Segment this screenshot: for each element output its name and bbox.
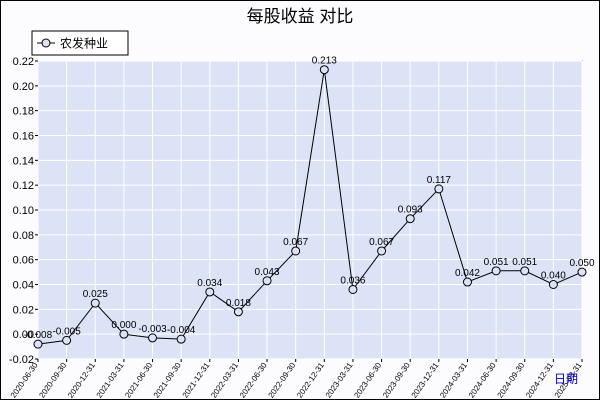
data-point: [577, 267, 587, 277]
y-tick-label: 0.02: [13, 304, 34, 316]
y-tick-label: 0.20: [13, 81, 34, 93]
data-point: [319, 65, 329, 75]
data-point: [176, 334, 186, 344]
data-point: [148, 333, 158, 343]
data-label: 0.051: [512, 257, 537, 268]
data-label: 0.042: [455, 268, 480, 279]
data-label: -0.005: [52, 326, 81, 337]
data-point: [90, 298, 100, 308]
y-tick-label: 0.10: [13, 205, 34, 217]
x-tick-label: 2020-12-31: [66, 361, 97, 400]
x-tick-label: 2024-09-30: [496, 361, 527, 400]
x-tick-label: 2023-12-31: [410, 361, 441, 400]
x-axis: 2020-06-302020-09-302020-12-312021-03-31…: [9, 359, 584, 400]
x-tick-label: 2023-09-30: [381, 361, 412, 400]
data-point: [205, 287, 215, 297]
x-tick-label: 2021-12-31: [181, 361, 212, 400]
data-label: 0.034: [197, 278, 222, 289]
data-label: 0.067: [369, 237, 394, 248]
data-label: 0.213: [312, 56, 337, 67]
y-axis: -0.02 0.00 0.02 0.04 0.06 0.08 0.10 0.12 0.14 0.1…: [9, 56, 38, 366]
x-tick-label: 2021-09-30: [152, 361, 183, 400]
data-point: [262, 276, 272, 286]
data-label: 0.000: [111, 320, 136, 331]
x-tick-label: 2022-09-30: [266, 361, 297, 400]
data-label: 0.018: [226, 298, 251, 309]
y-tick-label: 0.08: [13, 230, 34, 242]
series-line-group: [37, 69, 583, 345]
data-points: [33, 65, 587, 349]
x-tick-label: 2024-12-31: [524, 361, 555, 400]
y-tick-label: 0.18: [13, 106, 34, 118]
x-tick-label: 2023-03-31: [324, 361, 355, 400]
y-tick-label: 0.00: [13, 329, 34, 341]
data-label: 0.067: [283, 237, 308, 248]
y-tick-label: 0.16: [13, 131, 34, 143]
legend-series-label: 农发种业: [60, 36, 108, 51]
data-point: [520, 266, 530, 276]
data-label: -0.008: [24, 330, 53, 341]
x-tick-label: 2021-06-30: [123, 361, 154, 400]
data-point: [548, 280, 558, 289]
x-axis-label: 日期: [554, 372, 578, 386]
data-point: [377, 246, 387, 256]
series-line: [37, 69, 583, 345]
legend: 农发种业: [31, 30, 129, 56]
data-point: [233, 307, 243, 317]
data-point: [434, 184, 444, 194]
legend-marker-icon: [41, 38, 51, 48]
data-point: [291, 246, 301, 256]
data-labels: -0.008 -0.005 0.025 0.000 -0.003 -0.004 0.034 0…: [24, 56, 595, 341]
x-tick-label: 2022-12-31: [295, 361, 326, 400]
y-tick-label: 0.06: [13, 255, 34, 267]
y-tick-label: 0.14: [13, 155, 34, 167]
data-point: [462, 277, 472, 287]
chart-title: 每股收益 对比: [247, 7, 354, 26]
data-label: -0.003: [138, 324, 167, 335]
data-point: [62, 335, 72, 345]
x-tick-label: 2020-09-30: [37, 361, 68, 400]
data-label: 0.036: [340, 275, 365, 286]
x-tick-label: 2024-03-31: [438, 361, 469, 400]
data-point: [119, 329, 129, 339]
y-tick-label: -0.02: [9, 354, 34, 366]
data-label: 0.117: [427, 175, 452, 186]
data-label: -0.004: [167, 325, 196, 336]
y-tick-label: 0.04: [13, 280, 34, 292]
y-tick-label: 0.22: [13, 56, 34, 68]
x-tick-label: 2022-03-31: [209, 361, 240, 400]
data-label: 0.025: [83, 289, 108, 300]
y-tick-label: 0.12: [13, 180, 34, 192]
x-tick-label: 2021-03-31: [95, 361, 126, 400]
data-label: 0.050: [569, 258, 594, 269]
x-tick-label: 2024-06-30: [467, 361, 498, 400]
data-point: [405, 214, 415, 224]
data-point: [33, 339, 43, 349]
data-label: 0.040: [541, 271, 566, 282]
data-label: 0.051: [484, 257, 509, 268]
x-tick-label: 2023-06-30: [352, 361, 383, 400]
x-tick-label: 2022-06-30: [238, 361, 269, 400]
data-point: [491, 266, 501, 276]
data-label: 0.043: [255, 267, 280, 278]
grid-lines: [37, 60, 583, 360]
data-label: 0.093: [398, 205, 423, 216]
x-tick-label: 2020-06-30: [9, 361, 40, 400]
data-point: [348, 284, 358, 294]
